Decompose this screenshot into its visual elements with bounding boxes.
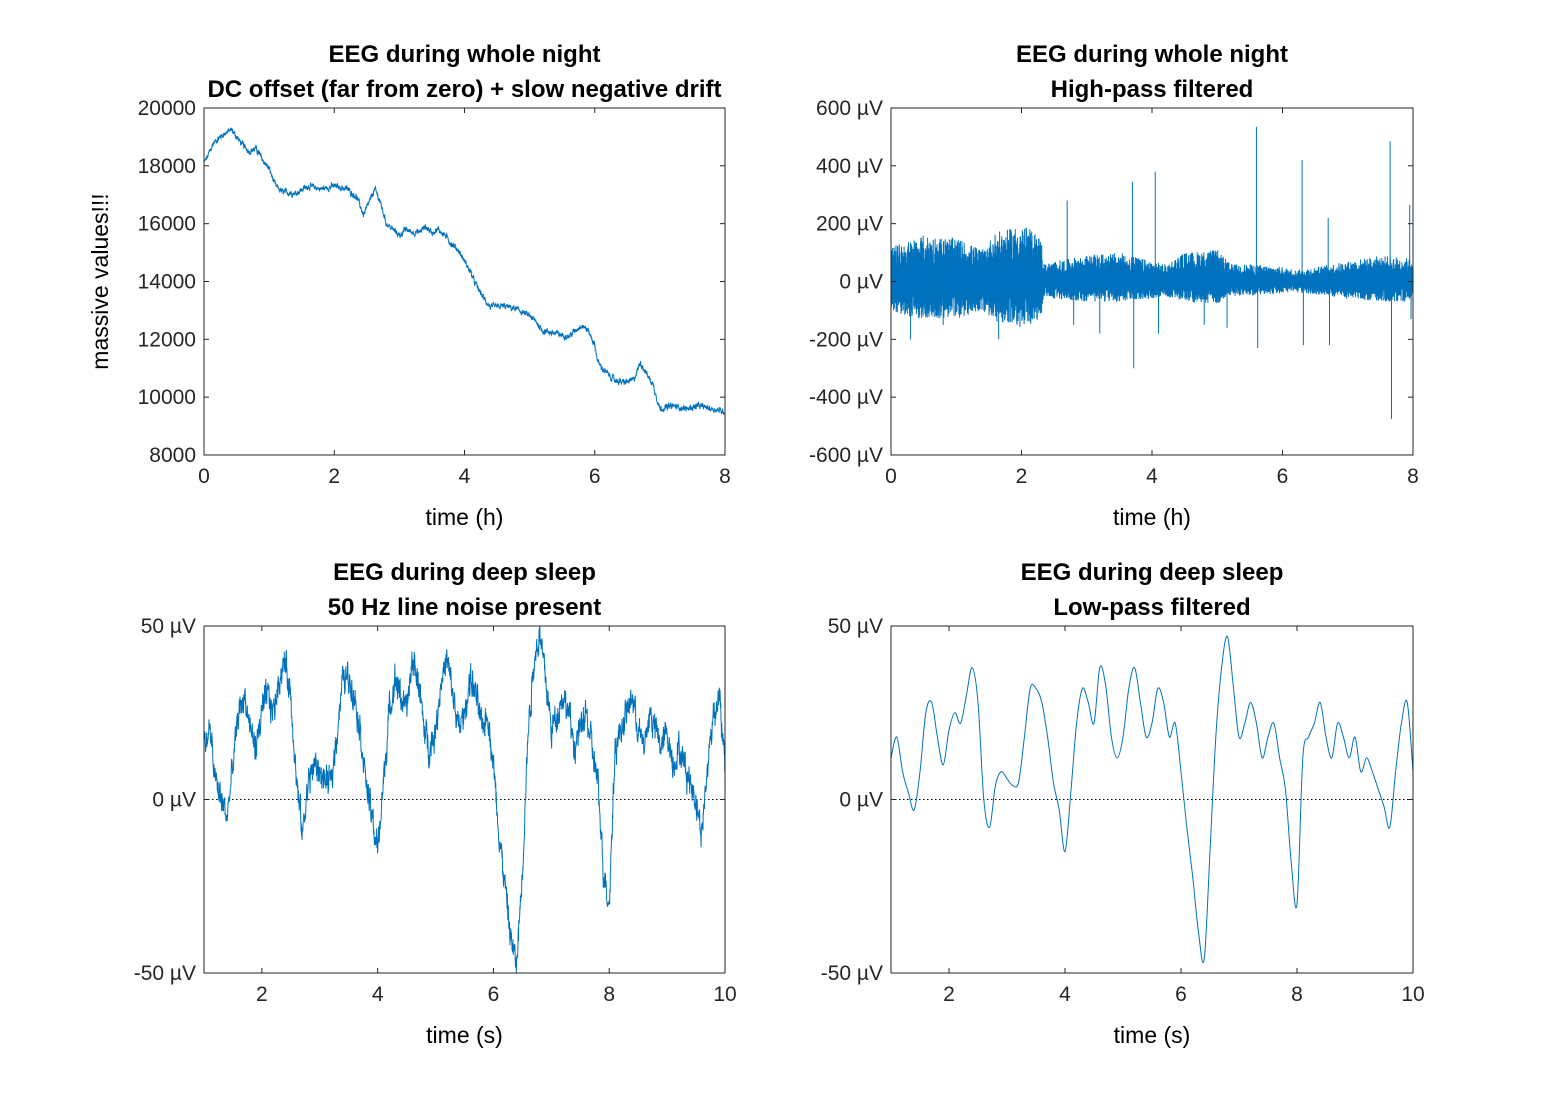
y-tick-label: 16000 bbox=[138, 213, 196, 236]
y-tick-label: -600 µV bbox=[809, 444, 883, 467]
y-tick-label: 400 µV bbox=[816, 155, 883, 178]
x-tick-label: 6 bbox=[589, 465, 601, 488]
plot-area bbox=[891, 126, 1413, 419]
y-tick-label: 14000 bbox=[138, 271, 196, 294]
plot-area bbox=[204, 127, 725, 416]
x-axis-label: time (h) bbox=[1113, 504, 1191, 530]
y-tick-label: 50 µV bbox=[141, 615, 196, 638]
chart-subtitle: Low-pass filtered bbox=[1053, 594, 1250, 621]
chart-subtitle: DC offset (far from zero) + slow negativ… bbox=[207, 76, 721, 103]
x-tick-label: 8 bbox=[1291, 983, 1303, 1006]
eeg-trace bbox=[204, 626, 725, 973]
subplot-grid: 0 2 4 6 8 8000 10000 12000 14000 16000 18000 20000 E… bbox=[87, 41, 1425, 1048]
chart-subtitle: High-pass filtered bbox=[1051, 76, 1254, 103]
x-tick-label: 6 bbox=[1175, 983, 1187, 1006]
y-tick-label: 0 µV bbox=[839, 789, 883, 812]
y-tick-label: -200 µV bbox=[809, 328, 883, 351]
y-tick-label: -50 µV bbox=[821, 962, 883, 985]
y-tick-label: 50 µV bbox=[828, 615, 883, 638]
x-tick-label: 6 bbox=[1277, 465, 1289, 488]
plot-area bbox=[204, 626, 725, 973]
y-tick-label: 8000 bbox=[149, 444, 196, 467]
x-tick-label: 4 bbox=[459, 465, 471, 488]
x-axis-label: time (s) bbox=[1114, 1022, 1191, 1048]
y-tick-label: 20000 bbox=[138, 97, 196, 120]
eeg-trace bbox=[891, 635, 1413, 963]
eeg-trace-band bbox=[891, 227, 1413, 328]
subplot-deep-sleep-lowpass: 2 4 6 8 10 -50 µV 0 µV 50 µV EEG during deep sle… bbox=[821, 559, 1425, 1048]
y-tick-label: -50 µV bbox=[134, 962, 196, 985]
x-tick-label: 8 bbox=[719, 465, 731, 488]
y-tick-label: 0 µV bbox=[839, 271, 883, 294]
y-tick-label: 0 µV bbox=[152, 789, 196, 812]
chart-title: EEG during whole night bbox=[1016, 41, 1288, 68]
y-tick-label: 600 µV bbox=[816, 97, 883, 120]
x-tick-label: 4 bbox=[1146, 465, 1158, 488]
subplot-whole-night-highpass: 0 2 4 6 8 -600 µV -400 µV -200 µV 0 µV 200 µV 400 … bbox=[809, 41, 1419, 530]
x-tick-label: 8 bbox=[603, 983, 615, 1006]
x-tick-label: 0 bbox=[885, 465, 897, 488]
x-tick-label: 2 bbox=[1016, 465, 1028, 488]
axes-box bbox=[203, 107, 726, 456]
x-tick-label: 2 bbox=[328, 465, 340, 488]
y-tick-label: 10000 bbox=[138, 386, 196, 409]
x-tick-label: 0 bbox=[198, 465, 210, 488]
y-tick-label: 200 µV bbox=[816, 213, 883, 236]
y-axis-label: massive values!!! bbox=[87, 193, 113, 369]
x-tick-label: 4 bbox=[1059, 983, 1071, 1006]
x-axis-label: time (s) bbox=[426, 1022, 503, 1048]
x-axis-label: time (h) bbox=[426, 504, 504, 530]
plot-area bbox=[891, 635, 1413, 963]
x-tick-label: 2 bbox=[943, 983, 955, 1006]
y-tick-label: 18000 bbox=[138, 155, 196, 178]
y-tick-label: -400 µV bbox=[809, 386, 883, 409]
chart-subtitle: 50 Hz line noise present bbox=[328, 594, 601, 621]
eeg-trace bbox=[204, 127, 725, 416]
x-tick-label: 2 bbox=[256, 983, 268, 1006]
chart-title: EEG during whole night bbox=[329, 41, 601, 68]
subplot-deep-sleep-raw: 2 4 6 8 10 -50 µV 0 µV 50 µV EEG during deep sle… bbox=[134, 559, 737, 1048]
chart-title: EEG during deep sleep bbox=[1021, 559, 1284, 586]
chart-title: EEG during deep sleep bbox=[333, 559, 596, 586]
x-tick-label: 10 bbox=[713, 983, 736, 1006]
x-tick-label: 6 bbox=[488, 983, 500, 1006]
x-tick-label: 8 bbox=[1407, 465, 1419, 488]
y-tick-label: 12000 bbox=[138, 328, 196, 351]
x-tick-label: 10 bbox=[1401, 983, 1424, 1006]
subplot-whole-night-raw: 0 2 4 6 8 8000 10000 12000 14000 16000 18000 20000 E… bbox=[87, 41, 731, 530]
x-tick-label: 4 bbox=[372, 983, 384, 1006]
